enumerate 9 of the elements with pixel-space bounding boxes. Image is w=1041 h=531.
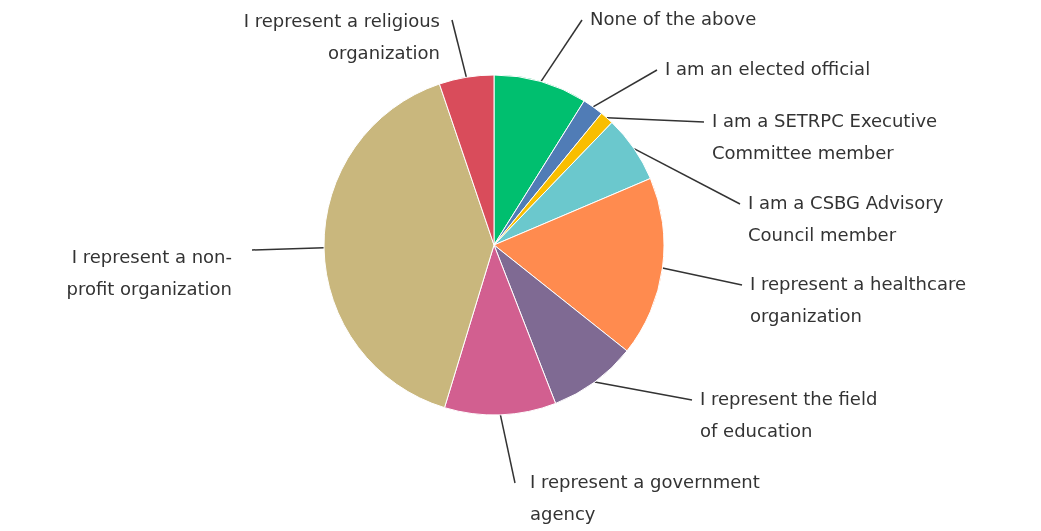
- slice-label: I am a SETRPC Executive Committee member: [712, 110, 938, 163]
- slice-label: I represent a government agency: [530, 471, 760, 524]
- slice-label: I am an elected official: [665, 58, 871, 79]
- slice-label: I am a CSBG Advisory Council member: [748, 192, 944, 245]
- slice-label: I represent the field of education: [700, 388, 878, 441]
- slice-label: I represent a non-profit organization: [66, 246, 232, 299]
- slice-label: None of the above: [590, 8, 757, 29]
- slice-label: I represent a healthcare organization: [750, 273, 966, 326]
- slice-label: I represent a religious organization: [243, 10, 440, 63]
